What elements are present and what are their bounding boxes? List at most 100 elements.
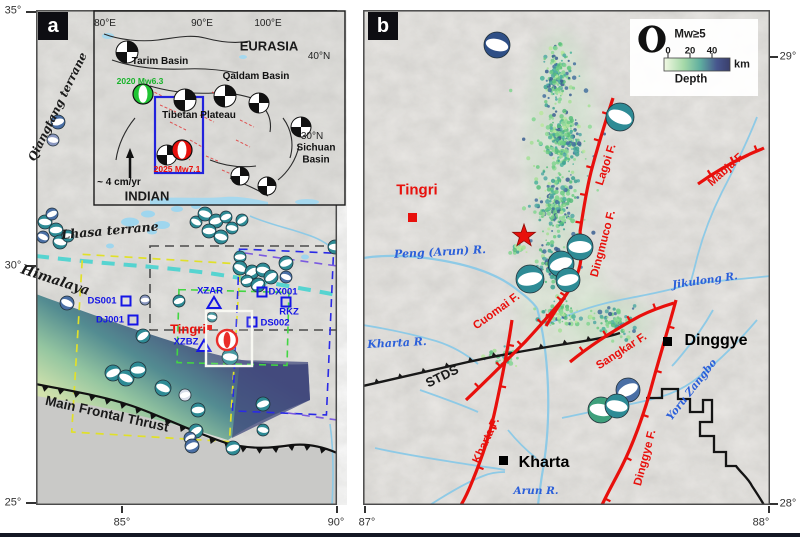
inset-lon-80: 80°E [94, 18, 116, 29]
focal-mechanism-icon [638, 25, 666, 53]
focal-mechanism-icon [139, 294, 151, 306]
focal-mechanism-icon [184, 438, 200, 454]
panel-b-map [363, 10, 770, 505]
tingri-label-a: Tingri [170, 321, 206, 337]
legend-magnitude-label: Mw≥5 [674, 28, 706, 41]
focal-mechanism-icon [46, 133, 60, 147]
sichuan-basin-label: Sichuan Basin [296, 142, 336, 166]
station-triangle-xzar [205, 295, 223, 309]
focal-mechanism-icon [327, 239, 336, 255]
tick-30 [26, 265, 36, 267]
lat-label-30: 30° [4, 259, 22, 272]
eq-2020-label: 2020 Mw6.3 [116, 75, 164, 86]
qaidam-basin-label: Qaidam Basin [222, 71, 290, 82]
focal-mechanism-icon [566, 233, 594, 261]
focal-mechanism-icon [290, 116, 312, 138]
station-square-dx001 [256, 286, 268, 298]
depth-legend [630, 19, 758, 96]
focal-mechanism-icon [206, 311, 218, 323]
panel-a-layers [37, 114, 336, 504]
focal-mechanism-icon [190, 402, 206, 418]
mainshock-beachball-a [215, 328, 239, 352]
focal-mechanism-icon [515, 264, 545, 294]
focal-mechanism-icon [555, 267, 581, 293]
focal-mechanism-icon [59, 295, 75, 311]
tingri-marker-a [207, 325, 212, 330]
lon-label-87: 87° [358, 516, 376, 529]
focal-mechanisms-b [483, 31, 641, 424]
station-square-ds001 [120, 295, 132, 307]
plate-rate-label: ~ 4 cm/yr [97, 177, 141, 188]
legend-tick-0: 0 [665, 45, 671, 57]
focal-mechanisms-inset [115, 40, 312, 196]
station-square-dj001 [127, 314, 139, 326]
depth-colorbar [663, 57, 731, 72]
focal-mechanism-icon [213, 229, 229, 245]
indian-label: INDIAN [124, 188, 170, 204]
inset-border [93, 10, 346, 206]
inset-map [93, 10, 346, 206]
arun-river-label: Arun R. [513, 484, 559, 497]
station-label-xzbz: XZBZ [173, 336, 199, 348]
epicenter-star-icon [511, 222, 537, 247]
lat-label-29: 29° [779, 50, 797, 63]
lat-label-25: 25° [4, 496, 22, 509]
focal-mechanism-icon [117, 369, 135, 387]
kharta-marker [499, 456, 508, 465]
eq-2025-label: 2025 Mw7.1 [153, 163, 201, 174]
focal-mechanism-icon [171, 139, 193, 161]
tick-35 [26, 11, 36, 13]
tick-29 [770, 56, 778, 58]
tick-88 [768, 506, 770, 513]
focal-mechanism-icon [248, 92, 270, 114]
eurasia-label: EURASIA [239, 38, 299, 54]
lon-label-90: 90° [327, 516, 345, 529]
station-label-ds002: DS002 [260, 317, 290, 329]
focal-mechanism-icon [197, 206, 213, 222]
focal-mechanism-icon [37, 230, 50, 244]
panel-b-layers [364, 19, 769, 504]
focal-mechanism-icon [132, 83, 154, 105]
tick-28 [770, 503, 778, 505]
main-frontal-thrust-line [37, 383, 336, 454]
tick-87 [364, 506, 366, 513]
tingri-label-b: Tingri [396, 181, 438, 199]
panel-b-border [363, 10, 770, 505]
station-label-ds001: DS001 [87, 295, 117, 307]
tibetan-plateau-label: Tibetan Plateau [162, 110, 236, 121]
focal-mechanism-icon [219, 210, 233, 224]
focal-mechanism-icon [257, 176, 277, 196]
lon-label-85: 85° [113, 516, 131, 529]
focal-mechanism-icon [178, 388, 192, 402]
study-boxes [70, 245, 336, 443]
inset-lat-30: 30°N [300, 131, 324, 142]
kharta-river-label: Kharta R. [366, 334, 428, 352]
focal-mechanism-icon [189, 215, 203, 229]
focal-mechanism-icon [233, 250, 247, 264]
panel-b-tag: b [368, 12, 398, 40]
focal-mechanism-icon [154, 379, 172, 397]
focal-mechanism-icon [230, 166, 250, 186]
window-bottom-edge [0, 533, 800, 537]
station-label-dx001: DX001 [268, 286, 298, 298]
tarim-basin-label: Tarim Basin [131, 56, 189, 67]
lat-label-28: 28° [779, 497, 797, 510]
tingri-marker-b [408, 213, 417, 222]
kharta-label: Kharta [518, 454, 570, 471]
focal-mechanism-icon [129, 361, 147, 379]
inset-lat-40: 40°N [307, 51, 331, 62]
focal-mechanism-icon [61, 229, 75, 243]
dinggye-marker [663, 337, 672, 346]
focal-mechanism-icon [225, 221, 239, 235]
india-motion-arrow [126, 148, 134, 178]
focal-mechanism-icon [115, 40, 139, 64]
legend-km-label: km [734, 58, 750, 71]
suture-line [37, 254, 336, 297]
panel-a-map [36, 10, 346, 505]
station-label-dj001: DJ001 [96, 314, 124, 326]
tick-90 [336, 506, 338, 513]
focal-mechanism-icon [172, 294, 186, 308]
focal-mechanism-icon [483, 31, 511, 59]
focal-mechanism-icon [225, 440, 241, 456]
